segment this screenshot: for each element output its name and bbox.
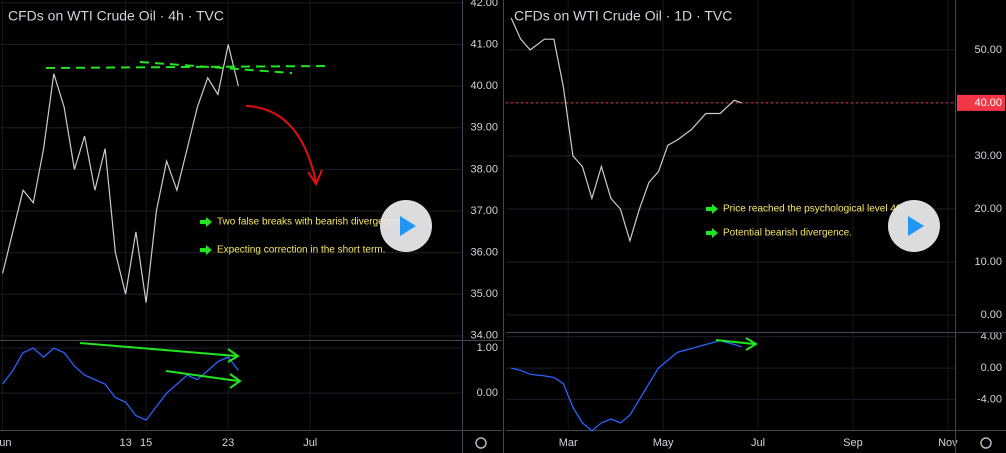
y-tick-label: 36.00 bbox=[470, 247, 498, 259]
y-tick-label: 42.00 bbox=[470, 0, 498, 9]
settings-icon[interactable] bbox=[980, 437, 992, 449]
annotation: Two false breaks with bearish divergence… bbox=[217, 217, 403, 228]
annotation: Potential bearish divergence. bbox=[723, 228, 852, 239]
y-tick-label: 0.00 bbox=[981, 309, 1002, 321]
chart-panel: 0.00 10.00 20.00 30.00 40.00 50.00 4.00 0.00 -4.… bbox=[506, 0, 1006, 453]
resistance-drawing bbox=[45, 65, 329, 69]
forecast-arrow bbox=[245, 105, 317, 183]
forecast-arrowhead bbox=[307, 169, 323, 187]
indicator-tick-label: 1.00 bbox=[477, 342, 498, 354]
level-label: 40.00 bbox=[974, 97, 1002, 109]
indicator-tick-label: -4.00 bbox=[977, 393, 1002, 405]
divergence-drawing bbox=[79, 342, 240, 363]
y-tick-label: 30.00 bbox=[974, 150, 1002, 162]
annotation-arrow bbox=[706, 204, 718, 214]
indicator-tick-label: 0.00 bbox=[477, 387, 498, 399]
level-tag bbox=[957, 94, 1005, 111]
y-tick-label: 10.00 bbox=[974, 256, 1002, 268]
chart-title: CFDs on WTI Crude Oil · 4h · TVC bbox=[8, 8, 224, 24]
x-tick-label: Nov bbox=[938, 437, 958, 449]
y-tick-label: 39.00 bbox=[470, 122, 498, 134]
chart-panel: 34.00 35.00 36.00 37.00 38.00 39.00 40.00 41.00… bbox=[0, 0, 502, 453]
divergence-drawing bbox=[715, 337, 758, 351]
settings-icon[interactable] bbox=[475, 437, 487, 449]
x-tick-label: Jul bbox=[751, 437, 765, 449]
chart-title: CFDs on WTI Crude Oil · 1D · TVC bbox=[514, 8, 732, 24]
y-tick-label: 38.00 bbox=[470, 163, 498, 175]
annotation-arrow bbox=[200, 245, 212, 255]
y-tick-label: 35.00 bbox=[470, 288, 498, 300]
annotation: Price reached the psychological level 40… bbox=[723, 204, 904, 215]
indicator-tick-label: 0.00 bbox=[981, 362, 1002, 374]
y-tick-label: 37.00 bbox=[470, 205, 498, 217]
x-tick-label: Jun bbox=[0, 437, 11, 449]
indicator-tick-label: 4.00 bbox=[981, 331, 1002, 343]
annotation: Expecting correction in the short term. bbox=[217, 245, 385, 256]
annotation-arrow bbox=[706, 228, 718, 238]
indicator-line bbox=[511, 339, 742, 432]
y-tick-label: 20.00 bbox=[974, 203, 1002, 215]
price-line bbox=[2, 44, 239, 303]
indicator-line bbox=[2, 347, 239, 421]
y-tick-label: 50.00 bbox=[974, 44, 1002, 56]
y-tick-label: 34.00 bbox=[470, 330, 498, 342]
x-tick-label: Sep bbox=[843, 437, 863, 449]
x-tick-label: 23 bbox=[222, 437, 234, 449]
annotation-arrow bbox=[200, 217, 212, 227]
y-tick-label: 40.00 bbox=[470, 80, 498, 92]
x-tick-label: Jul bbox=[303, 437, 317, 449]
resistance-drawing bbox=[139, 61, 293, 74]
x-tick-label: 13 bbox=[120, 437, 132, 449]
drawings bbox=[45, 61, 992, 449]
x-tick-label: May bbox=[653, 437, 674, 449]
x-tick-label: 15 bbox=[140, 437, 152, 449]
y-tick-label: 41.00 bbox=[470, 38, 498, 50]
play-icon bbox=[400, 216, 416, 236]
x-tick-label: Mar bbox=[559, 437, 578, 449]
divergence-drawing bbox=[165, 370, 242, 389]
play-icon bbox=[908, 216, 924, 236]
price-line bbox=[510, 17, 742, 243]
